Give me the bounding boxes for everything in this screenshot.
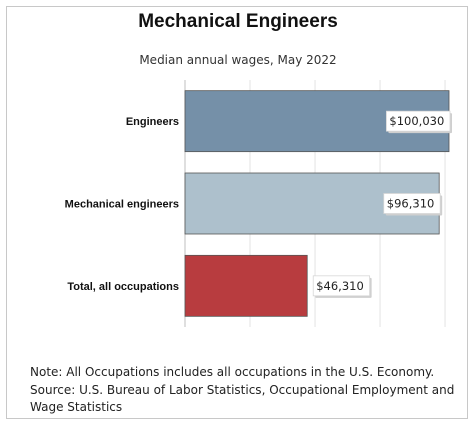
chart-note: Note: All Occupations includes all occup… (30, 365, 435, 379)
bar-chart: Engineers $100,030 Mechanical engineers $96… (65, 80, 452, 327)
value-label-box (385, 110, 451, 132)
category-label: Engineers (126, 116, 179, 128)
value-label: $100,030 (389, 114, 444, 128)
category-label: Mechanical engineers (65, 199, 179, 211)
chart-subtitle: Median annual wages, May 2022 (139, 53, 337, 67)
value-label: $46,310 (316, 279, 364, 293)
value-label: $96,310 (387, 197, 435, 211)
category-label: Total, all occupations (67, 281, 179, 293)
chart-title: Mechanical Engineers (138, 11, 338, 32)
chart-source: Source: U.S. Bureau of Labor Statistics,… (30, 382, 455, 415)
value-label-box (312, 275, 371, 297)
chart-notes: Note: All Occupations includes all occup… (30, 364, 460, 417)
bar (184, 254, 308, 317)
value-label-box (383, 193, 441, 214)
